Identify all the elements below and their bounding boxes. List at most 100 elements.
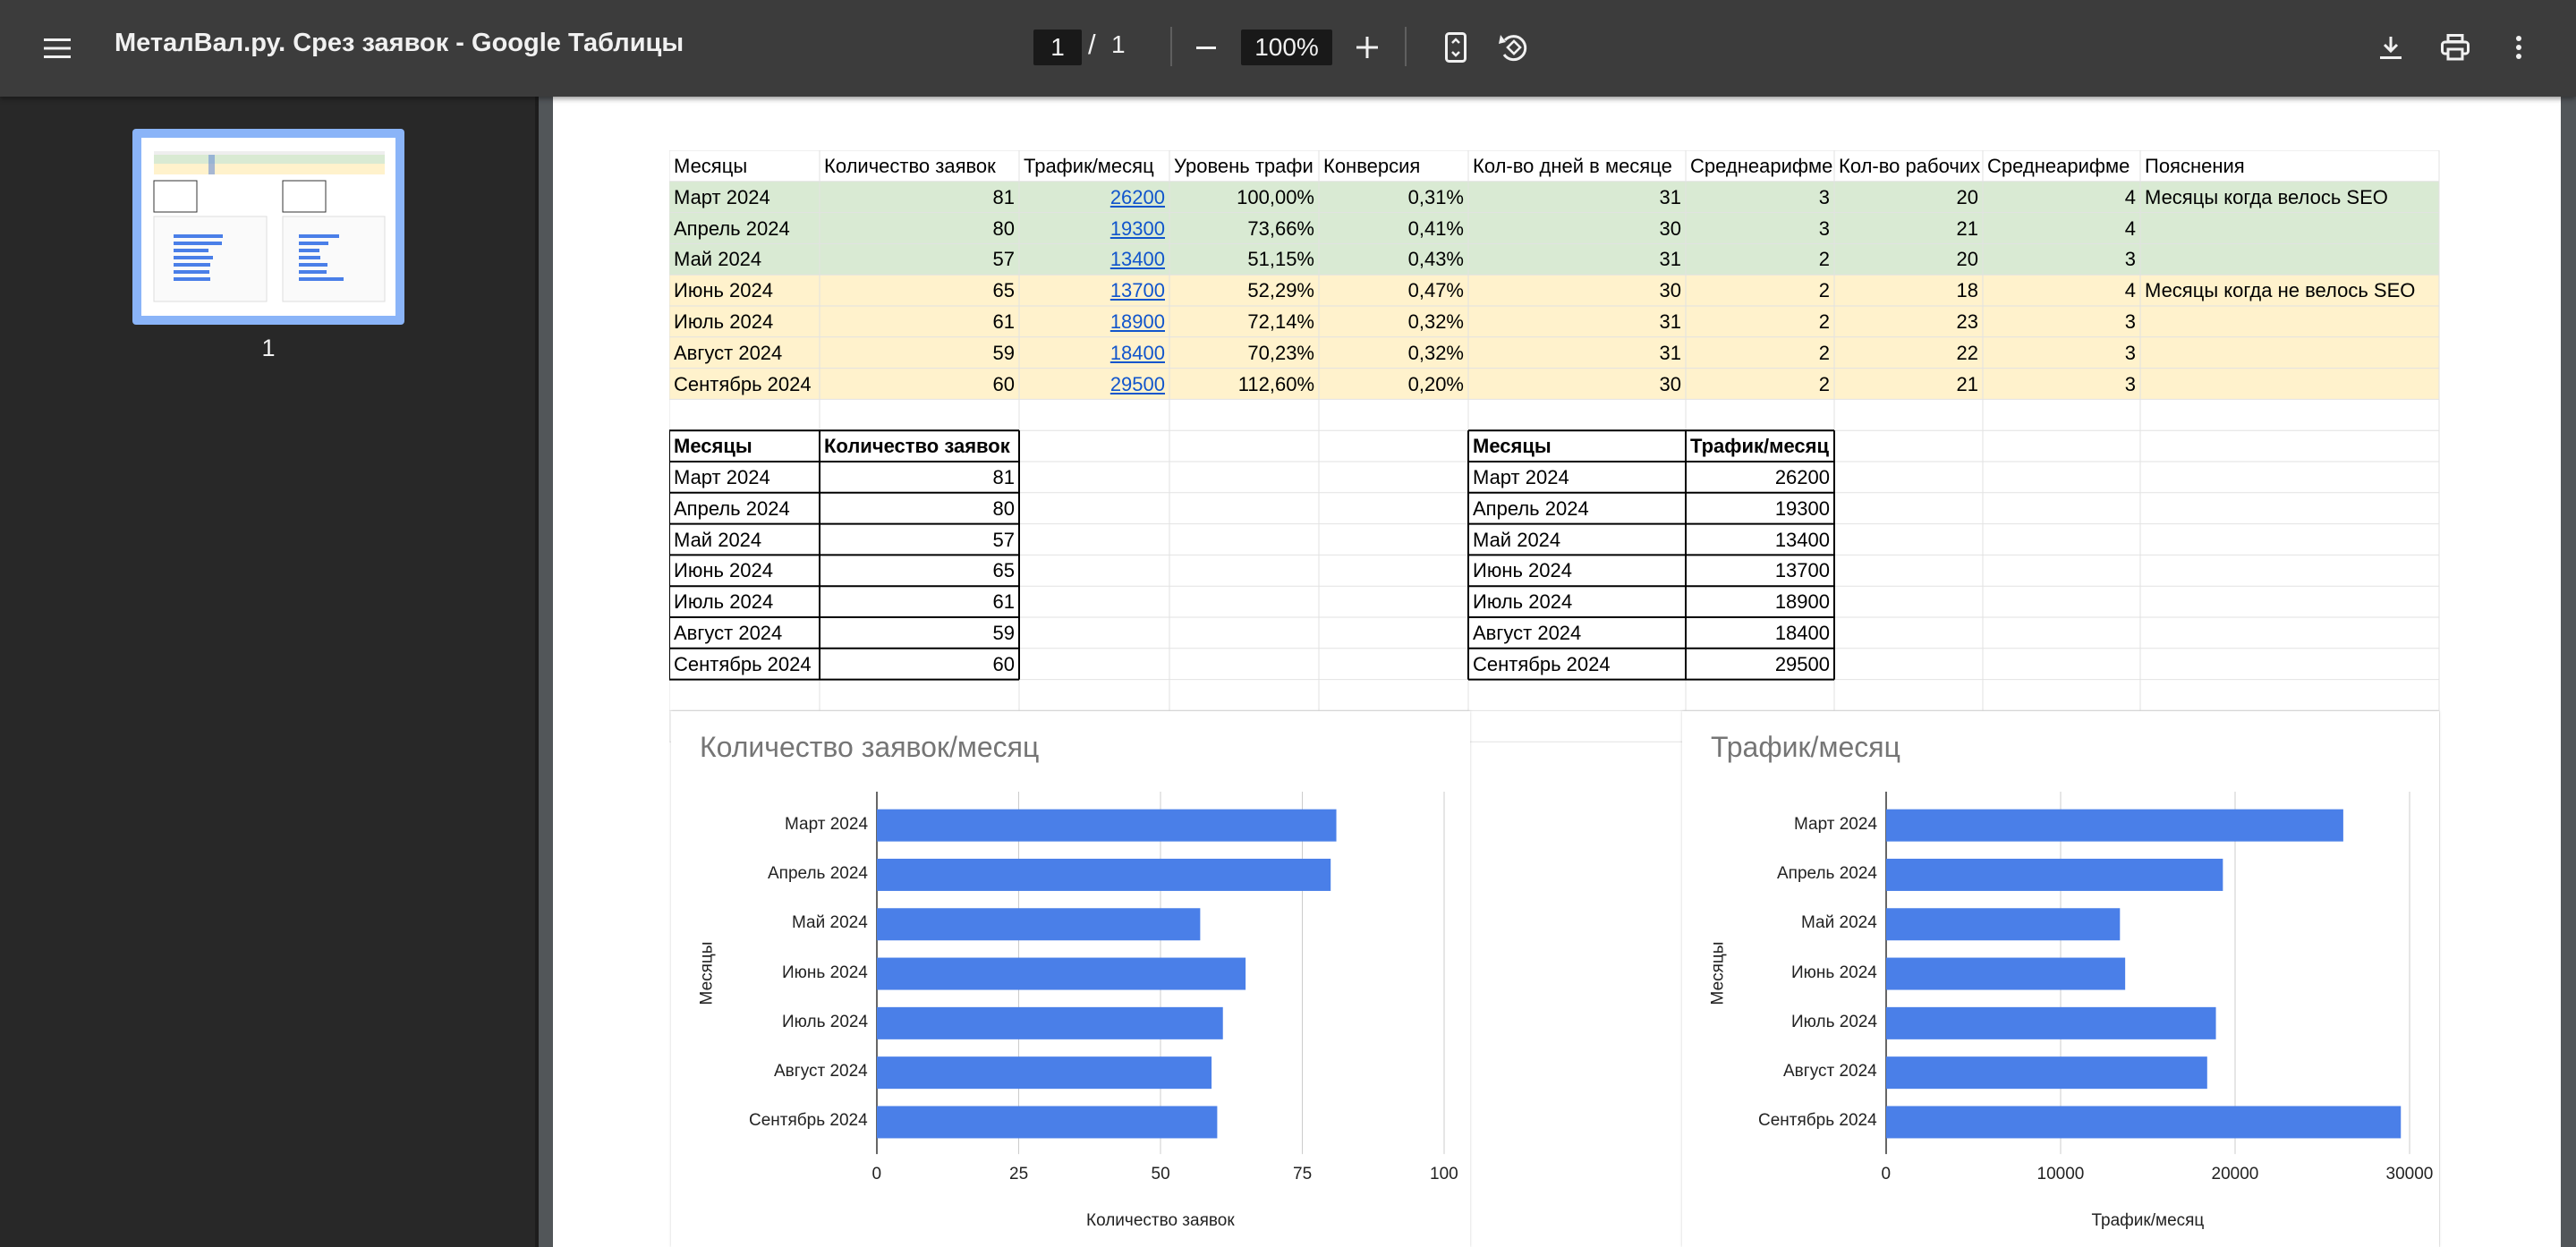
table-cell: 72,14% [1247, 310, 1314, 333]
chart-1[interactable]: Количество заявок/месяц 0 25 50 75 100 Март 20… [671, 711, 1470, 1247]
rotate-icon[interactable] [1492, 27, 1535, 68]
column-header: Кол-во рабочих д [1839, 155, 1983, 177]
bar [1886, 1056, 2207, 1090]
table-cell: 57 [992, 248, 1015, 271]
table-cell: Июнь 2024 [674, 559, 773, 582]
table-cell: 22 [1956, 341, 1978, 364]
traffic-link[interactable]: 18900 [1109, 310, 1165, 333]
table-cell: 3 [2124, 248, 2136, 271]
y-tick-label: Июнь 2024 [1791, 963, 1877, 982]
table-cell: 80 [992, 216, 1015, 240]
sheet-grid [669, 150, 2440, 1247]
table-cell: 31 [1659, 341, 1681, 364]
download-icon[interactable] [2373, 29, 2409, 66]
y-tick-label: Май 2024 [1801, 913, 1877, 933]
bar [1886, 1106, 2402, 1139]
y-tick-label: Март 2024 [1794, 814, 1878, 834]
thumbnail-preview [141, 138, 395, 316]
x-axis-label: Количество заявок [1086, 1211, 1235, 1231]
y-tick-label: Сентябрь 2024 [1758, 1111, 1877, 1131]
column-header: Среднеарифме [1690, 155, 1833, 177]
table-cell: 31 [1659, 185, 1681, 208]
page-number-input[interactable]: 1 [1033, 30, 1082, 65]
print-icon[interactable] [2436, 29, 2475, 66]
table-cell: 30 [1659, 279, 1681, 302]
y-tick-label: Сентябрь 2024 [749, 1111, 868, 1131]
chart-2[interactable]: Трафик/месяц 0 10000 20000 30000 Март 2024 Апр… [1682, 711, 2439, 1247]
table-cell: 61 [992, 310, 1015, 333]
bar [1886, 858, 2223, 891]
table-cell: 70,23% [1247, 341, 1314, 364]
table-cell: 0,41% [1407, 216, 1464, 240]
table-cell: 112,60% [1237, 372, 1314, 395]
traffic-link[interactable]: 18400 [1109, 341, 1165, 364]
column-header: Уровень трафи [1174, 155, 1314, 177]
zoom-out-icon[interactable] [1186, 30, 1226, 66]
toolbar-divider [1405, 27, 1407, 66]
table-cell: 57 [992, 528, 1015, 551]
traffic-link[interactable]: 26200 [1109, 185, 1165, 208]
more-icon[interactable] [2505, 29, 2532, 66]
table-cell: 21 [1956, 372, 1978, 395]
chart-title: Количество заявок/месяц [700, 731, 1040, 763]
x-tick-label: 30000 [2385, 1165, 2434, 1184]
column-header: Количество заявок [824, 435, 1010, 458]
table-cell: 4 [2124, 216, 2136, 240]
bar [1886, 1006, 2216, 1039]
table-cell: 61 [992, 590, 1015, 614]
table-cell: 2 [1818, 279, 1830, 302]
x-tick-label: 0 [1881, 1165, 1892, 1184]
table-cell: 81 [992, 185, 1015, 208]
table-cell: Март 2024 [674, 185, 770, 208]
bar [877, 1006, 1223, 1039]
fit-page-icon[interactable] [1436, 27, 1475, 68]
traffic-link[interactable]: 13700 [1109, 279, 1165, 302]
page-separator: / [1088, 29, 1096, 60]
traffic-link[interactable]: 19300 [1109, 216, 1165, 240]
table-cell: 30 [1659, 372, 1681, 395]
y-tick-label: Апрель 2024 [768, 863, 868, 883]
table-cell: 0,31% [1407, 185, 1464, 208]
table-cell: Июль 2024 [1473, 590, 1573, 614]
traffic-link[interactable]: 29500 [1109, 372, 1165, 395]
document-title: МеталВал.ру. Срез заявок - Google Таблиц… [115, 29, 684, 57]
table-cell: Май 2024 [1473, 528, 1561, 551]
table-cell: 18400 [1774, 622, 1830, 644]
table-cell: 0,20% [1407, 372, 1464, 395]
table-cell: 3 [2124, 372, 2136, 395]
column-header: Трафик/месяц [1024, 155, 1154, 177]
table-cell: 60 [992, 372, 1015, 395]
bar [877, 809, 1337, 842]
table-cell: 65 [992, 279, 1015, 302]
y-tick-label: Май 2024 [792, 913, 868, 933]
x-tick-label: 25 [1009, 1165, 1029, 1184]
column-header: Месяцы [674, 155, 748, 177]
table-cell: 52,29% [1247, 279, 1314, 302]
table-cell: Месяцы когда велось SEO [2145, 185, 2388, 208]
thumbnail-page-number: 1 [261, 335, 276, 361]
column-header: Конверсия [1323, 155, 1421, 177]
table-cell: Сентябрь 2024 [1473, 652, 1611, 675]
table-cell: 13400 [1774, 528, 1830, 551]
table-cell: Апрель 2024 [674, 496, 790, 520]
traffic-link[interactable]: 13400 [1109, 248, 1165, 271]
y-tick-label: Июль 2024 [1791, 1012, 1878, 1031]
table-cell: 20 [1956, 185, 1978, 208]
table-cell: Июль 2024 [674, 590, 774, 614]
table-cell: 100,00% [1237, 185, 1314, 208]
zoom-in-icon[interactable] [1348, 30, 1387, 65]
page-thumbnail[interactable] [132, 129, 404, 325]
table-cell: 4 [2124, 279, 2136, 302]
table-cell: Март 2024 [674, 466, 770, 488]
table-cell: Март 2024 [1473, 466, 1569, 488]
x-axis-label: Трафик/месяц [2091, 1211, 2205, 1231]
zoom-level-input[interactable]: 100% [1241, 30, 1332, 65]
bar [877, 957, 1246, 990]
menu-icon[interactable] [36, 30, 79, 66]
table-cell: Сентябрь 2024 [674, 652, 812, 675]
table-cell: Июль 2024 [674, 310, 774, 333]
table-cell: 59 [992, 341, 1015, 364]
column-header: Кол-во дней в месяце [1473, 155, 1672, 177]
sidebar-divider [535, 97, 539, 1247]
table-cell: 21 [1956, 216, 1978, 240]
